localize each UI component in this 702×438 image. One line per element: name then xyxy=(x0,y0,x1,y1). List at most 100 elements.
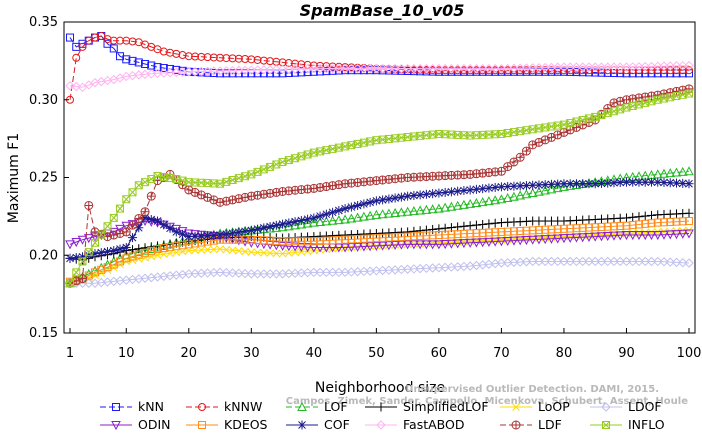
legend-marker xyxy=(376,420,386,430)
data-point xyxy=(222,54,231,63)
data-point xyxy=(271,241,282,251)
data-point xyxy=(434,63,444,74)
data-point xyxy=(647,219,656,228)
data-point xyxy=(327,267,338,278)
data-point xyxy=(315,216,325,226)
data-point xyxy=(109,36,118,45)
data-point xyxy=(322,62,331,71)
data-point xyxy=(178,51,187,60)
data-point xyxy=(534,66,543,75)
data-point xyxy=(84,36,93,45)
legend-marker xyxy=(111,421,121,431)
data-point xyxy=(396,207,407,217)
data-point xyxy=(271,64,282,75)
data-point xyxy=(116,204,125,213)
data-point xyxy=(509,63,519,74)
data-point xyxy=(240,65,250,76)
data-point xyxy=(234,247,243,255)
data-point xyxy=(122,254,131,263)
data-point xyxy=(509,181,519,191)
data-point xyxy=(527,256,538,267)
data-point xyxy=(284,59,293,68)
data-point xyxy=(521,63,532,73)
data-point xyxy=(353,235,362,244)
data-point xyxy=(371,241,382,251)
data-point xyxy=(534,226,543,235)
x-tick-label: 30 xyxy=(243,346,260,361)
data-point xyxy=(384,208,394,218)
data-point xyxy=(302,64,313,74)
data-point xyxy=(240,268,250,279)
legend-marker xyxy=(198,403,206,411)
data-point xyxy=(403,191,413,201)
plot-area xyxy=(65,31,694,288)
data-point xyxy=(334,205,344,215)
data-point xyxy=(666,66,675,75)
data-point xyxy=(440,240,450,250)
data-point xyxy=(646,61,657,72)
data-point xyxy=(290,64,300,74)
data-point xyxy=(278,237,287,246)
data-point xyxy=(128,233,138,243)
data-point xyxy=(340,179,350,189)
data-point xyxy=(121,242,131,252)
data-point xyxy=(402,240,413,250)
data-point xyxy=(453,222,463,232)
data-point xyxy=(78,274,88,284)
data-point xyxy=(241,69,250,78)
data-point xyxy=(509,236,519,246)
data-point xyxy=(559,179,569,189)
data-point xyxy=(321,209,331,219)
data-point xyxy=(390,207,400,217)
data-point xyxy=(346,243,357,253)
data-point xyxy=(603,62,613,72)
data-point xyxy=(452,63,463,74)
data-point xyxy=(284,221,294,231)
data-point xyxy=(321,63,332,74)
data-point xyxy=(578,179,588,189)
data-point xyxy=(402,63,413,74)
data-point xyxy=(246,65,257,75)
data-point xyxy=(434,188,444,198)
data-point xyxy=(365,197,375,207)
data-point xyxy=(409,240,419,250)
data-point xyxy=(603,178,613,188)
data-point xyxy=(509,157,519,167)
series-inflo xyxy=(66,89,693,288)
data-point xyxy=(446,201,457,211)
data-point xyxy=(509,191,519,201)
data-point xyxy=(359,199,369,209)
data-point xyxy=(315,63,325,74)
data-point xyxy=(496,194,507,204)
data-point xyxy=(259,236,268,245)
data-point xyxy=(134,250,143,259)
data-point xyxy=(427,63,438,74)
data-point xyxy=(590,232,601,242)
data-point xyxy=(359,242,369,252)
data-point xyxy=(396,63,407,74)
data-point xyxy=(197,52,206,61)
data-point xyxy=(415,240,425,250)
data-point xyxy=(384,174,394,184)
data-point xyxy=(102,259,113,269)
data-point xyxy=(440,187,450,197)
legend-label: ODIN xyxy=(138,417,171,432)
data-point xyxy=(415,226,425,236)
data-point xyxy=(277,241,288,251)
data-point xyxy=(615,256,625,267)
data-point xyxy=(253,55,262,64)
data-point xyxy=(628,62,638,72)
data-point xyxy=(65,81,75,91)
data-point xyxy=(159,64,168,73)
data-point xyxy=(234,69,243,78)
data-point xyxy=(522,66,531,75)
data-point xyxy=(384,233,393,242)
legend-item: LDOF xyxy=(590,399,662,414)
data-point xyxy=(184,52,193,61)
data-point xyxy=(241,55,250,64)
data-point xyxy=(671,230,682,240)
data-point xyxy=(546,234,557,244)
legend-item: LOF xyxy=(286,399,348,414)
data-point xyxy=(365,242,375,252)
data-point xyxy=(203,245,212,254)
